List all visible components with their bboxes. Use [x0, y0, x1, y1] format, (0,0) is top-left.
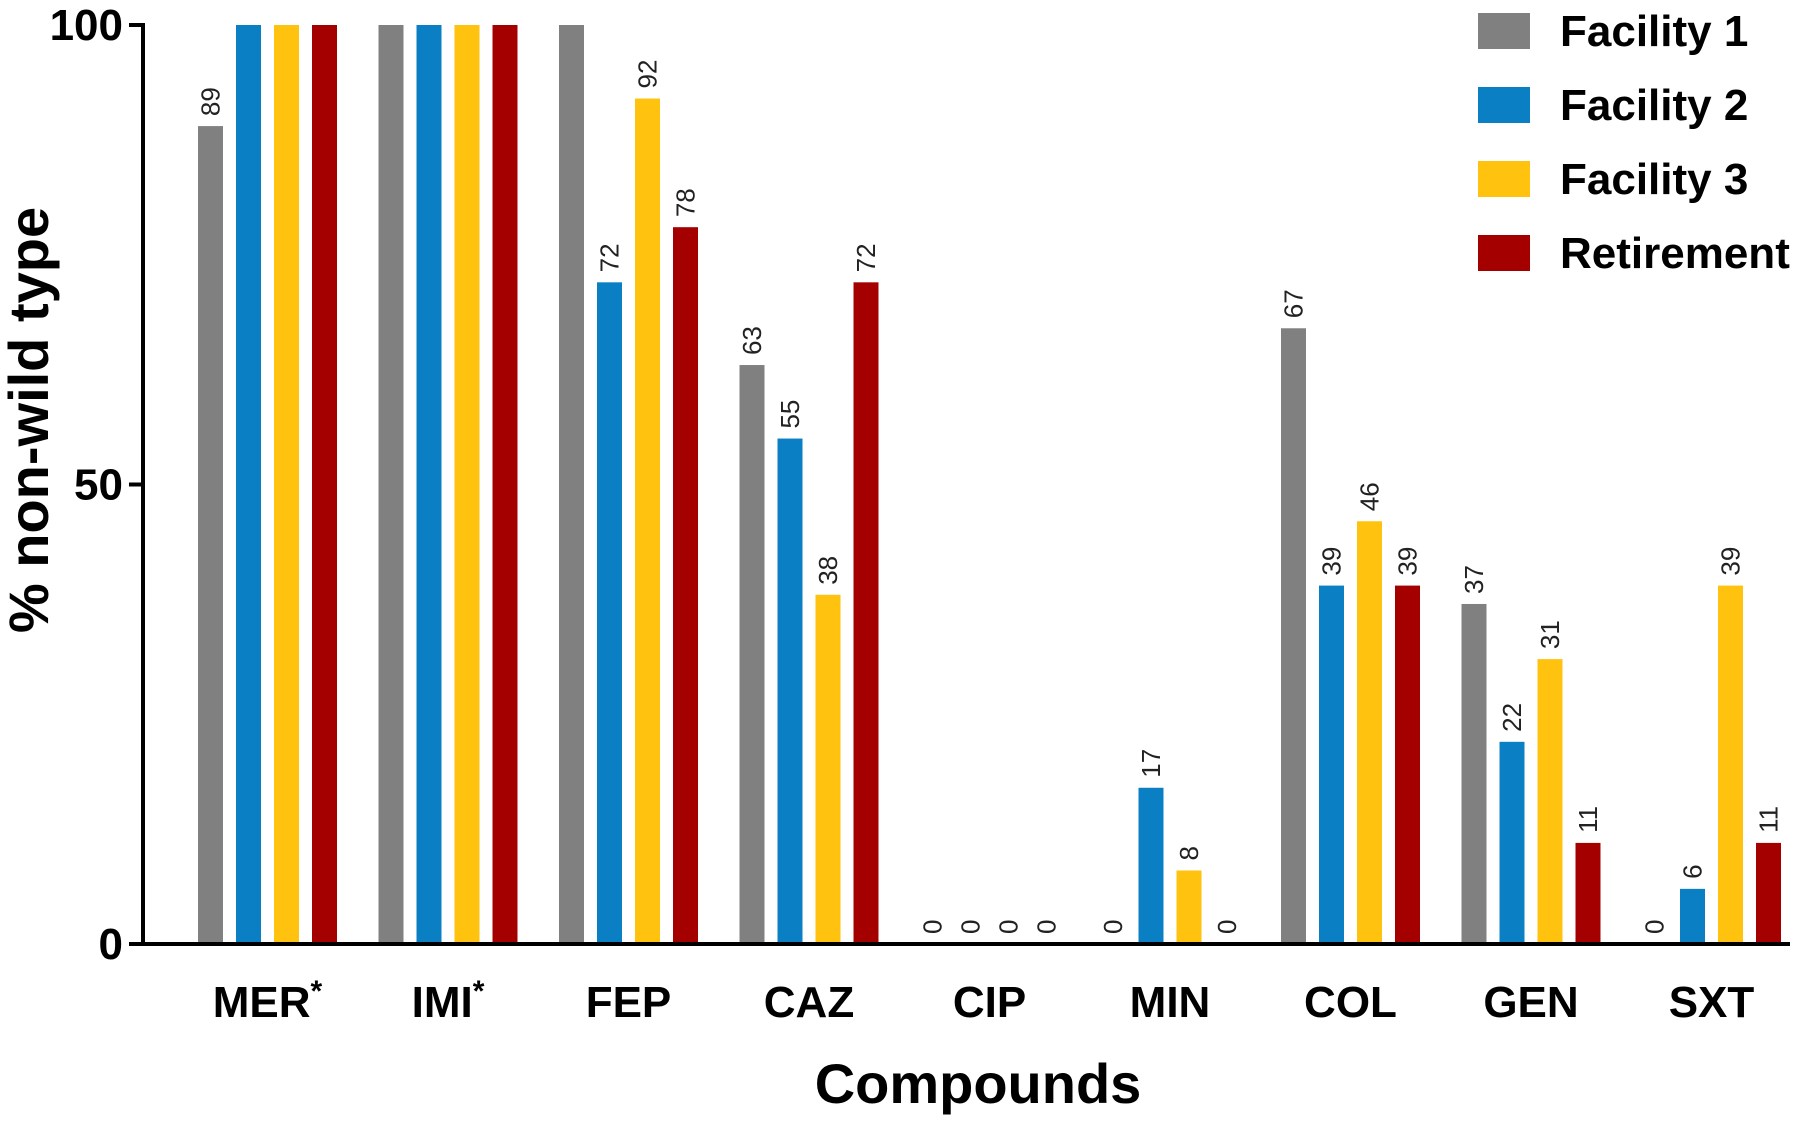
x-category-label: GEN [1483, 978, 1578, 1027]
bar-facility-3-gen [1537, 659, 1563, 944]
data-label: 17 [1136, 749, 1166, 778]
y-tick-label: 100 [50, 1, 123, 50]
x-category-label: COL [1304, 978, 1397, 1027]
y-tick-label: 50 [74, 461, 123, 510]
bar-facility-3-col [1357, 521, 1382, 944]
bar-retirement-fep [673, 227, 698, 944]
data-label: 8 [1174, 846, 1204, 860]
data-label: 63 [737, 326, 767, 355]
data-label: 55 [775, 400, 805, 429]
data-label: 72 [595, 243, 625, 272]
x-categories-layer: MER* IMI* FEP CAZ CIP MIN COL GEN SXT [213, 975, 1755, 1027]
x-axis-title: Compounds [815, 1052, 1142, 1115]
data-label: 0 [956, 920, 986, 934]
data-label: 78 [671, 188, 701, 217]
bar-retirement-sxt [1756, 842, 1781, 944]
bar-facility-2-col [1319, 585, 1344, 944]
bar-facility-1-fep [559, 25, 584, 944]
legend-label: Facility 1 [1560, 7, 1748, 56]
data-label: 0 [1640, 920, 1670, 934]
data-label: 89 [196, 87, 226, 116]
bar-facility-3-imi [454, 25, 480, 944]
bars-layer [198, 25, 1781, 945]
bar-facility-3-min [1176, 870, 1202, 944]
bar-retirement-mer [312, 25, 337, 944]
category-footnote-mark: * [473, 975, 485, 1008]
x-category-label: CAZ [764, 978, 854, 1027]
data-label: 72 [851, 243, 881, 272]
data-label: 67 [1279, 289, 1309, 318]
y-axis-title: % non-wild type [0, 207, 60, 633]
data-label: 39 [1393, 547, 1423, 576]
bar-facility-3-sxt [1718, 585, 1743, 944]
bar-retirement-col [1395, 585, 1420, 944]
bar-facility-3-mer [274, 25, 299, 944]
bar-retirement-caz [853, 282, 879, 944]
data-label: 31 [1535, 620, 1565, 649]
data-label: 92 [633, 60, 663, 89]
legend-swatch [1478, 161, 1530, 197]
data-label: 46 [1355, 482, 1385, 511]
data-label: 0 [994, 920, 1024, 934]
x-category-label: MIN [1130, 978, 1211, 1027]
bar-facility-3-fep [635, 98, 660, 944]
data-label: 0 [1098, 920, 1128, 934]
data-label: 6 [1678, 864, 1708, 878]
x-category-label: SXT [1669, 978, 1755, 1027]
bar-facility-2-min [1138, 787, 1164, 944]
x-category-label: MER* [213, 975, 323, 1027]
y-ticks-layer: 0 50 100 [50, 1, 143, 969]
x-category-label: IMI* [412, 975, 485, 1027]
x-category-label: CIP [953, 978, 1026, 1027]
x-category-label: FEP [586, 978, 672, 1027]
bar-retirement-gen [1575, 842, 1601, 944]
bar-facility-2-imi [416, 25, 442, 944]
bar-facility-1-caz [739, 365, 765, 944]
bar-facility-2-mer [236, 25, 261, 944]
bar-retirement-imi [492, 25, 518, 944]
bar-facility-1-col [1281, 328, 1306, 944]
y-tick-label: 0 [99, 920, 123, 969]
bar-facility-1-gen [1461, 603, 1487, 944]
category-footnote-mark: * [311, 975, 323, 1008]
legend-label: Retirement [1560, 229, 1790, 278]
data-label: 11 [1573, 806, 1603, 833]
data-label: 11 [1754, 806, 1784, 833]
legend-swatch [1478, 235, 1530, 271]
legend: Facility 1 Facility 2 Facility 3 Retirement [1478, 7, 1790, 278]
data-label: 39 [1716, 547, 1746, 576]
legend-swatch [1478, 87, 1530, 123]
data-label: 0 [918, 920, 948, 934]
data-label: 37 [1459, 565, 1489, 594]
bar-facility-2-sxt [1680, 888, 1705, 944]
bar-facility-3-caz [815, 594, 841, 944]
legend-swatch [1478, 13, 1530, 49]
bar-facility-2-fep [597, 282, 622, 944]
legend-label: Facility 2 [1560, 81, 1748, 130]
data-label: 0 [1032, 920, 1062, 934]
data-label: 22 [1497, 703, 1527, 732]
bar-facility-2-gen [1499, 741, 1525, 944]
bar-facility-1-mer [198, 126, 223, 945]
data-label: 38 [813, 556, 843, 585]
legend-label: Facility 3 [1560, 155, 1748, 204]
data-label: 0 [1212, 920, 1242, 934]
data-label: 39 [1317, 547, 1347, 576]
bar-facility-1-imi [378, 25, 404, 944]
bar-facility-2-caz [777, 438, 803, 944]
